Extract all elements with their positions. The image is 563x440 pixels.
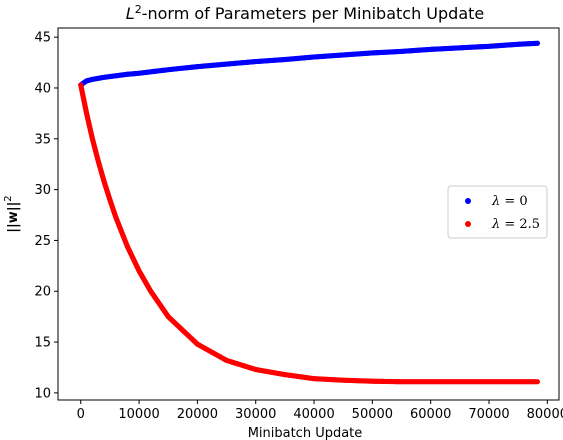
x-tick-label: 30000	[235, 407, 276, 422]
x-axis-label: Minibatch Update	[248, 426, 363, 440]
x-tick-label: 20000	[177, 407, 218, 422]
legend-marker-blue	[465, 198, 471, 204]
y-tick-label: 30	[34, 183, 51, 198]
legend-box	[447, 185, 548, 239]
x-tick-label: 0	[77, 407, 85, 422]
data-point	[534, 379, 541, 385]
series-lambda-0	[78, 40, 541, 88]
x-tick-label: 40000	[293, 407, 334, 422]
x-tick-label: 80000	[527, 407, 563, 422]
legend-label-lambda-0: λ = 0	[491, 194, 528, 209]
plot-frame	[57, 27, 560, 401]
y-tick-label: 15	[34, 336, 51, 351]
series-lambda-2-5	[78, 82, 541, 385]
x-tick-label: 60000	[410, 407, 451, 422]
chart-title: L2-norm of Parameters per Minibatch Upda…	[126, 3, 484, 23]
y-tick-label: 35	[34, 132, 51, 147]
y-tick-label: 20	[34, 285, 51, 300]
data-point	[534, 40, 541, 46]
y-axis: 10 15 20 25 30 35 40 45	[34, 31, 58, 401]
x-tick-label: 10000	[118, 407, 159, 422]
plot-area	[78, 40, 541, 385]
legend: λ = 0 λ = 2.5	[447, 185, 548, 239]
x-tick-label: 50000	[352, 407, 393, 422]
legend-marker-red	[465, 221, 471, 227]
y-tick-label: 40	[34, 81, 51, 96]
y-tick-label: 25	[34, 234, 51, 249]
x-tick-label: 70000	[468, 407, 509, 422]
y-tick-label: 10	[34, 386, 51, 401]
y-tick-label: 45	[34, 31, 51, 46]
y-axis-label: ||w||2	[3, 195, 21, 232]
legend-label-lambda-2-5: λ = 2.5	[491, 217, 540, 232]
x-axis: 0 10000 20000 30000 40000 50000 60000 70000 8000…	[77, 400, 563, 422]
